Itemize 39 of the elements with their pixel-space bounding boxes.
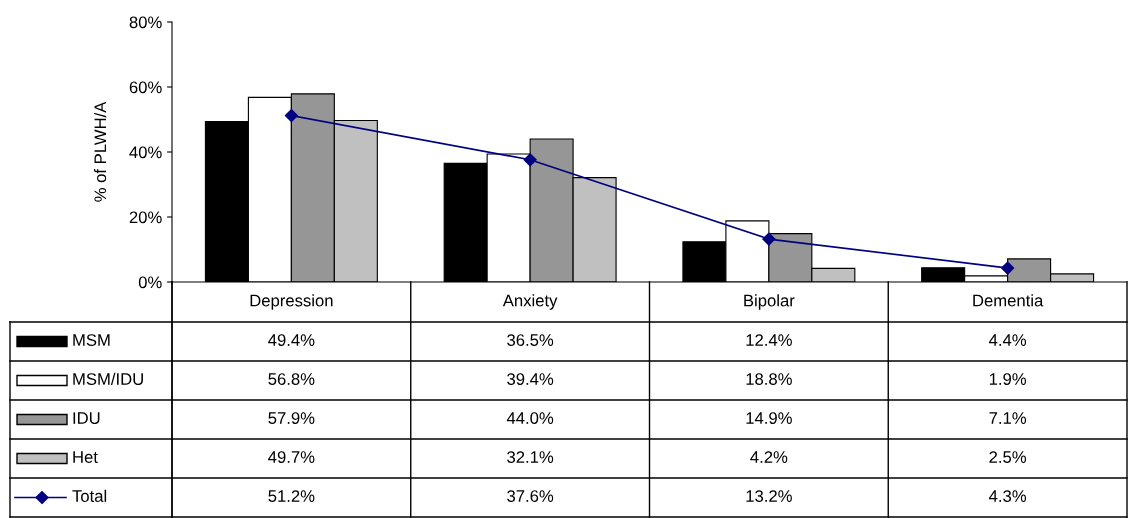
point xyxy=(762,232,776,246)
x-tick-label: Depression xyxy=(250,294,333,310)
y-tick-label: 40% xyxy=(129,146,162,159)
x-tick-label: Bipolar xyxy=(744,294,795,310)
data-label: 56.8% xyxy=(268,373,315,385)
y-tick-label: 20% xyxy=(129,211,162,224)
data-label: 51.2% xyxy=(268,490,315,502)
y-tick-label: 80% xyxy=(129,16,162,29)
legend-label: MSM xyxy=(73,334,110,346)
data-label: 57.9% xyxy=(268,412,315,424)
data-label: 7.1% xyxy=(989,412,1027,424)
data-label: 44.0% xyxy=(506,412,554,424)
x-tick-label: Anxiety xyxy=(502,294,558,310)
y-axis-title: % of PLWH/A xyxy=(93,101,107,202)
point xyxy=(523,153,537,167)
data-label: 4.4% xyxy=(989,334,1027,346)
data-label: 49.7% xyxy=(268,451,315,463)
data-label: 2.5% xyxy=(989,451,1027,463)
legend-label: IDU xyxy=(73,412,100,424)
data-label: 39.4% xyxy=(507,373,554,385)
point xyxy=(1001,261,1015,275)
data-label: 13.2% xyxy=(746,490,792,502)
y-tick-label: 60% xyxy=(129,81,162,94)
data-label: 37.6% xyxy=(507,490,554,502)
point xyxy=(284,109,298,123)
data-label: 32.1% xyxy=(507,451,554,463)
legend-label: Total xyxy=(72,489,107,502)
x-tick-label: Dementia xyxy=(973,294,1044,307)
y-tick-label: 0% xyxy=(138,276,162,289)
data-label: 1.9% xyxy=(989,373,1027,385)
data-label: 4.2% xyxy=(750,451,788,463)
data-label: 49.4% xyxy=(268,334,315,346)
data-label: 12.4% xyxy=(746,334,792,346)
data-label: 36.5% xyxy=(507,334,554,346)
legend-label: Het xyxy=(73,451,98,463)
legend-label: MSM/IDU xyxy=(73,372,143,385)
data-label: 14.9% xyxy=(746,412,792,424)
data-label: 4.3% xyxy=(989,490,1027,502)
data-label: 18.8% xyxy=(746,373,792,385)
